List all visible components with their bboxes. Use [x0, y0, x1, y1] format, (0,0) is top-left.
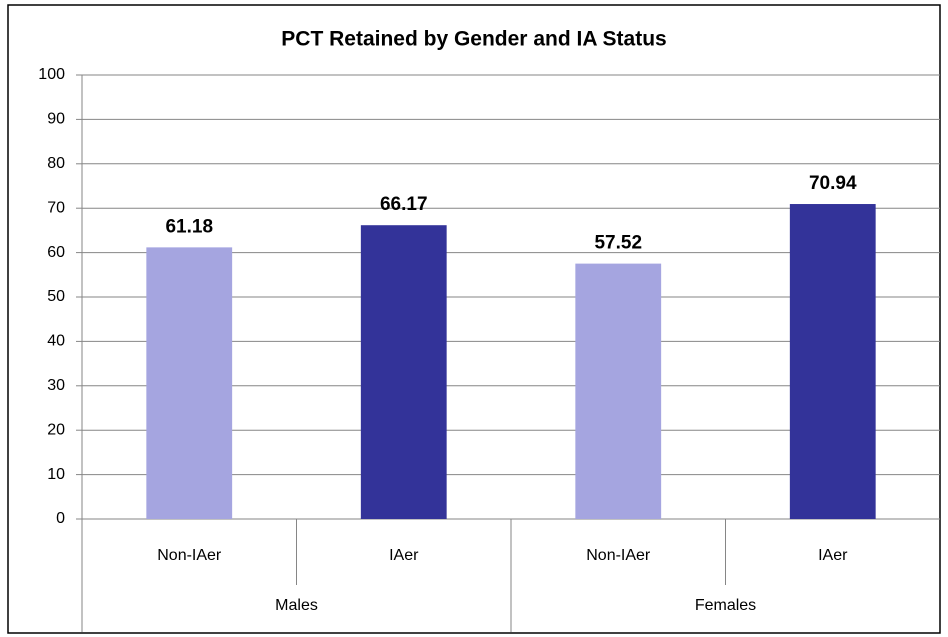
data-label: 57.52 — [594, 233, 642, 254]
data-label: 66.17 — [380, 194, 428, 215]
y-tick-label: 30 — [47, 377, 65, 394]
x-tick-label: IAer — [818, 547, 848, 564]
bar — [789, 204, 876, 519]
bar — [146, 247, 233, 520]
x-tick-label: Non-IAer — [157, 547, 222, 564]
bar — [360, 225, 447, 519]
data-label: 70.94 — [809, 173, 857, 194]
y-tick-label: 50 — [47, 288, 65, 305]
y-tick-label: 90 — [47, 111, 65, 128]
y-tick-label: 70 — [47, 199, 65, 216]
data-label: 61.18 — [165, 216, 213, 237]
y-tick-label: 100 — [38, 66, 65, 83]
y-tick-label: 10 — [47, 466, 65, 483]
group-label: Females — [695, 597, 756, 614]
y-tick-label: 80 — [47, 155, 65, 172]
chart-title: PCT Retained by Gender and IA Status — [281, 28, 666, 51]
x-tick-label: IAer — [389, 547, 419, 564]
y-tick-label: 60 — [47, 244, 65, 261]
group-label: Males — [275, 597, 318, 614]
y-tick-label: 40 — [47, 333, 65, 350]
y-tick-label: 0 — [56, 510, 65, 527]
bar — [575, 263, 662, 519]
x-tick-label: Non-IAer — [586, 547, 651, 564]
y-tick-label: 20 — [47, 421, 65, 438]
